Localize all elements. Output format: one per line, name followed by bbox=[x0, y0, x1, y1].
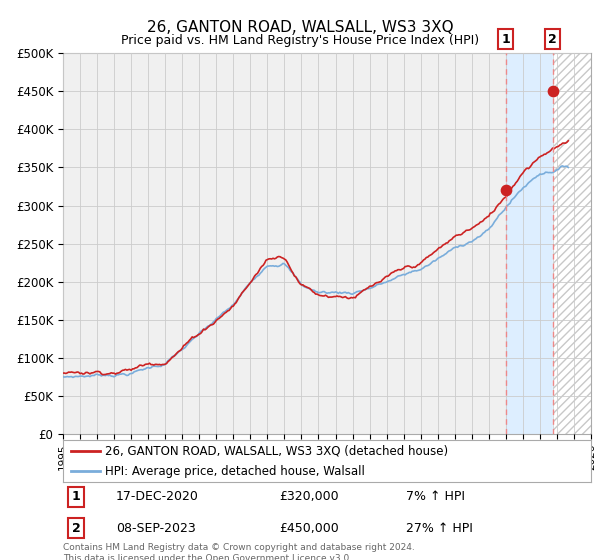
Bar bbox=[506, 53, 553, 434]
Text: 17-DEC-2020: 17-DEC-2020 bbox=[116, 490, 199, 503]
Text: 1: 1 bbox=[72, 490, 80, 503]
Text: 7% ↑ HPI: 7% ↑ HPI bbox=[406, 490, 465, 503]
Text: HPI: Average price, detached house, Walsall: HPI: Average price, detached house, Wals… bbox=[105, 465, 365, 478]
Text: 2: 2 bbox=[72, 521, 80, 535]
Text: 27% ↑ HPI: 27% ↑ HPI bbox=[406, 521, 473, 535]
Text: £450,000: £450,000 bbox=[280, 521, 339, 535]
Text: 08-SEP-2023: 08-SEP-2023 bbox=[116, 521, 196, 535]
Text: 26, GANTON ROAD, WALSALL, WS3 3XQ: 26, GANTON ROAD, WALSALL, WS3 3XQ bbox=[146, 20, 454, 35]
Point bbox=[501, 186, 511, 195]
Text: Contains HM Land Registry data © Crown copyright and database right 2024.
This d: Contains HM Land Registry data © Crown c… bbox=[63, 543, 415, 560]
Text: 26, GANTON ROAD, WALSALL, WS3 3XQ (detached house): 26, GANTON ROAD, WALSALL, WS3 3XQ (detac… bbox=[105, 445, 448, 458]
Text: 2: 2 bbox=[548, 32, 557, 45]
Bar bbox=[553, 53, 591, 434]
Text: £320,000: £320,000 bbox=[280, 490, 339, 503]
Text: 1: 1 bbox=[502, 32, 510, 45]
Point bbox=[548, 87, 557, 96]
Bar bbox=[553, 53, 591, 434]
Text: Price paid vs. HM Land Registry's House Price Index (HPI): Price paid vs. HM Land Registry's House … bbox=[121, 34, 479, 46]
